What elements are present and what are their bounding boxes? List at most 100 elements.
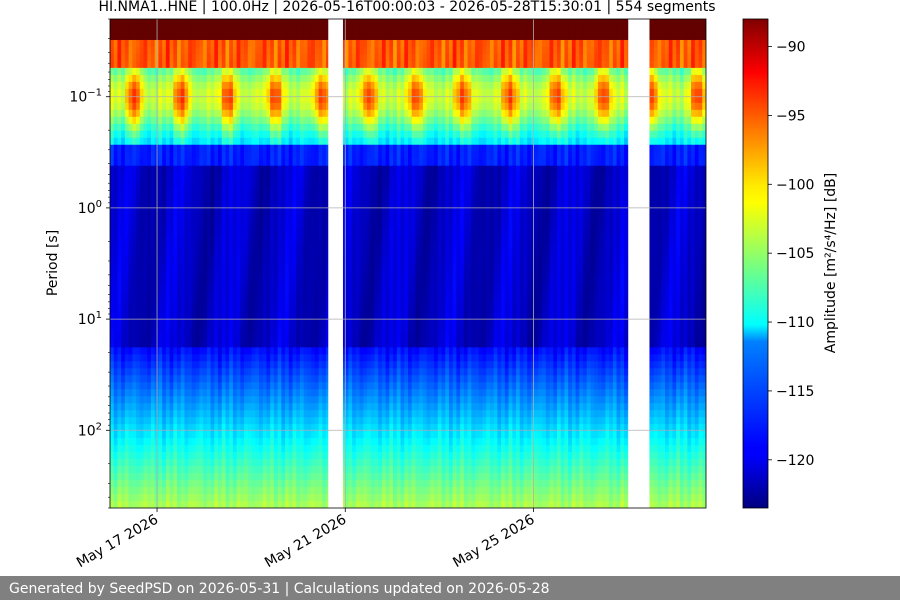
- heatmap-cell: [266, 67, 271, 76]
- heatmap-cell: [158, 74, 163, 83]
- heatmap-cell: [318, 179, 323, 188]
- heatmap-cell: [225, 347, 230, 355]
- heatmap-cell: [251, 116, 256, 125]
- heatmap-cell: [359, 361, 364, 369]
- heatmap-cell: [188, 200, 193, 209]
- heatmap-cell: [259, 389, 264, 397]
- heatmap-cell: [136, 67, 141, 76]
- heatmap-cell: [262, 277, 268, 286]
- heatmap-cell: [259, 137, 264, 146]
- heatmap-cell: [270, 459, 275, 467]
- heatmap-cell: [307, 494, 312, 502]
- heatmap-cell: [169, 480, 174, 488]
- heatmap-cell: [303, 501, 309, 508]
- heatmap-cell: [165, 235, 171, 244]
- heatmap-cell: [299, 284, 305, 293]
- heatmap-cell: [218, 144, 223, 153]
- heatmap-cell: [158, 487, 163, 495]
- heatmap-cell: [162, 445, 167, 453]
- heatmap-cell: [240, 158, 245, 167]
- heatmap-cell: [191, 389, 197, 397]
- heatmap-cell: [355, 452, 361, 460]
- heatmap-cell: [355, 473, 361, 481]
- heatmap-cell: [359, 487, 364, 495]
- heatmap-cell: [311, 284, 316, 293]
- heatmap-cell: [150, 144, 156, 153]
- heatmap-cell: [326, 81, 331, 90]
- heatmap-cell: [158, 431, 163, 439]
- heatmap-cell: [203, 53, 208, 62]
- heatmap-cell: [277, 46, 282, 55]
- heatmap-cell: [165, 32, 171, 41]
- heatmap-cell: [251, 480, 256, 488]
- heatmap-cell: [165, 130, 171, 139]
- heatmap-cell: [266, 305, 271, 313]
- heatmap-cell: [259, 431, 264, 439]
- heatmap-cell: [285, 172, 290, 181]
- heatmap-cell: [259, 109, 264, 118]
- heatmap-cell: [218, 137, 223, 146]
- heatmap-cell: [311, 431, 316, 439]
- heatmap-cell: [363, 165, 368, 174]
- heatmap-cell: [344, 221, 349, 230]
- heatmap-cell: [340, 319, 346, 327]
- heatmap-cell: [277, 396, 282, 404]
- heatmap-cell: [303, 354, 309, 362]
- heatmap-cell: [143, 263, 148, 272]
- heatmap-cell: [370, 452, 376, 460]
- heatmap-cell: [180, 88, 186, 97]
- heatmap-cell: [322, 382, 327, 390]
- heatmap-cell: [359, 368, 364, 376]
- heatmap-cell: [203, 95, 208, 104]
- heatmap-cell: [221, 88, 227, 97]
- heatmap-cell: [262, 431, 268, 439]
- heatmap-cell: [270, 319, 275, 327]
- heatmap-cell: [150, 130, 156, 139]
- heatmap-cell: [132, 291, 137, 300]
- heatmap-cell: [255, 361, 260, 369]
- heatmap-cell: [352, 53, 357, 62]
- heatmap-cell: [247, 291, 253, 300]
- heatmap-cell: [225, 298, 230, 307]
- heatmap-cell: [363, 74, 368, 83]
- heatmap-cell: [292, 67, 297, 76]
- heatmap-cell: [299, 144, 305, 153]
- heatmap-cell: [307, 403, 312, 411]
- heatmap-cell: [173, 193, 178, 202]
- heatmap-cell: [296, 452, 301, 460]
- heatmap-cell: [169, 151, 174, 160]
- heatmap-cell: [262, 494, 268, 502]
- heatmap-cell: [188, 158, 193, 167]
- heatmap-cell: [303, 305, 309, 313]
- heatmap-cell: [232, 221, 238, 230]
- heatmap-cell: [244, 305, 249, 313]
- heatmap-cell: [117, 151, 122, 160]
- heatmap-cell: [210, 186, 215, 195]
- heatmap-cell: [348, 326, 353, 334]
- heatmap-cell: [147, 375, 152, 383]
- heatmap-cell: [128, 81, 133, 90]
- heatmap-cell: [247, 396, 253, 404]
- heatmap-cell: [225, 32, 230, 41]
- heatmap-cell: [180, 67, 186, 76]
- heatmap-cell: [158, 375, 163, 383]
- heatmap-cell: [348, 165, 353, 174]
- heatmap-cell: [203, 186, 208, 195]
- heatmap-cell: [199, 319, 204, 327]
- heatmap-cell: [281, 186, 286, 195]
- heatmap-cell: [255, 410, 260, 418]
- heatmap-cell: [117, 284, 122, 293]
- heatmap-cell: [110, 417, 115, 425]
- heatmap-cell: [206, 473, 212, 481]
- heatmap-cell: [359, 466, 364, 474]
- heatmap-cell: [139, 228, 145, 237]
- heatmap-cell: [132, 200, 137, 209]
- heatmap-cell: [117, 193, 122, 202]
- heatmap-cell: [251, 396, 256, 404]
- heatmap-cell: [210, 298, 215, 307]
- heatmap-cell: [221, 396, 227, 404]
- heatmap-cell: [191, 445, 197, 453]
- heatmap-cell: [225, 95, 230, 104]
- heatmap-cell: [348, 361, 353, 369]
- heatmap-cell: [340, 158, 346, 167]
